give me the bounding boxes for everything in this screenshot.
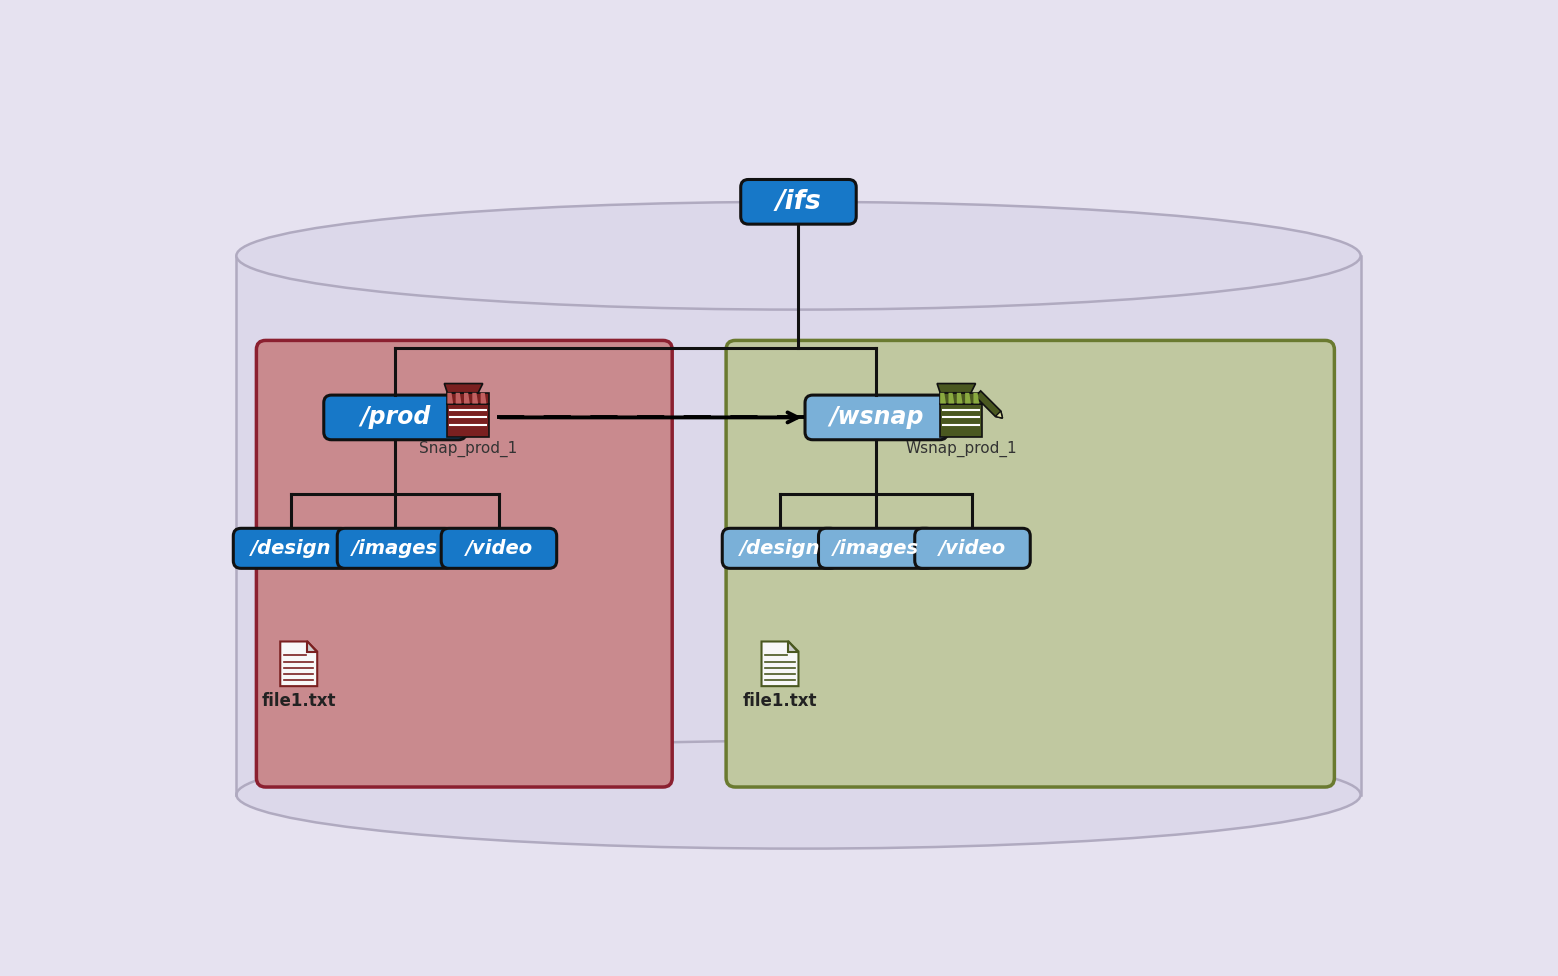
Text: Wsnap_prod_1: Wsnap_prod_1 <box>905 440 1017 457</box>
FancyBboxPatch shape <box>740 180 857 224</box>
FancyBboxPatch shape <box>915 528 1030 568</box>
Text: /design: /design <box>740 539 820 558</box>
Polygon shape <box>464 392 471 403</box>
Text: /images: /images <box>352 539 438 558</box>
Text: /video: /video <box>939 539 1006 558</box>
FancyBboxPatch shape <box>324 395 466 440</box>
FancyBboxPatch shape <box>939 403 982 437</box>
Text: /images: /images <box>834 539 919 558</box>
Polygon shape <box>444 384 483 392</box>
Polygon shape <box>936 384 975 392</box>
Polygon shape <box>307 641 318 652</box>
FancyBboxPatch shape <box>234 528 349 568</box>
Ellipse shape <box>237 741 1360 848</box>
Ellipse shape <box>237 202 1360 309</box>
Polygon shape <box>949 392 955 403</box>
Polygon shape <box>480 392 486 403</box>
Polygon shape <box>957 392 963 403</box>
Text: Snap_prod_1: Snap_prod_1 <box>419 440 517 457</box>
Text: /ifs: /ifs <box>776 188 821 215</box>
Text: /video: /video <box>466 539 533 558</box>
Polygon shape <box>788 641 798 652</box>
Polygon shape <box>455 392 461 403</box>
FancyBboxPatch shape <box>447 403 489 437</box>
FancyBboxPatch shape <box>441 528 556 568</box>
Text: /design: /design <box>251 539 332 558</box>
FancyBboxPatch shape <box>337 528 453 568</box>
Polygon shape <box>964 392 971 403</box>
FancyBboxPatch shape <box>723 528 838 568</box>
Text: /wsnap: /wsnap <box>829 405 924 429</box>
Polygon shape <box>974 392 980 403</box>
Polygon shape <box>975 391 1002 418</box>
Polygon shape <box>447 392 453 403</box>
Polygon shape <box>939 392 946 403</box>
Text: file1.txt: file1.txt <box>743 692 818 711</box>
Text: file1.txt: file1.txt <box>262 692 337 711</box>
FancyBboxPatch shape <box>818 528 933 568</box>
Text: /prod: /prod <box>360 405 430 429</box>
Polygon shape <box>996 411 1002 418</box>
Polygon shape <box>472 392 478 403</box>
FancyBboxPatch shape <box>447 392 489 403</box>
FancyBboxPatch shape <box>939 392 982 403</box>
FancyBboxPatch shape <box>726 341 1334 787</box>
FancyBboxPatch shape <box>805 395 947 440</box>
FancyBboxPatch shape <box>257 341 671 787</box>
Polygon shape <box>237 256 1360 794</box>
Polygon shape <box>762 641 798 686</box>
Polygon shape <box>280 641 318 686</box>
